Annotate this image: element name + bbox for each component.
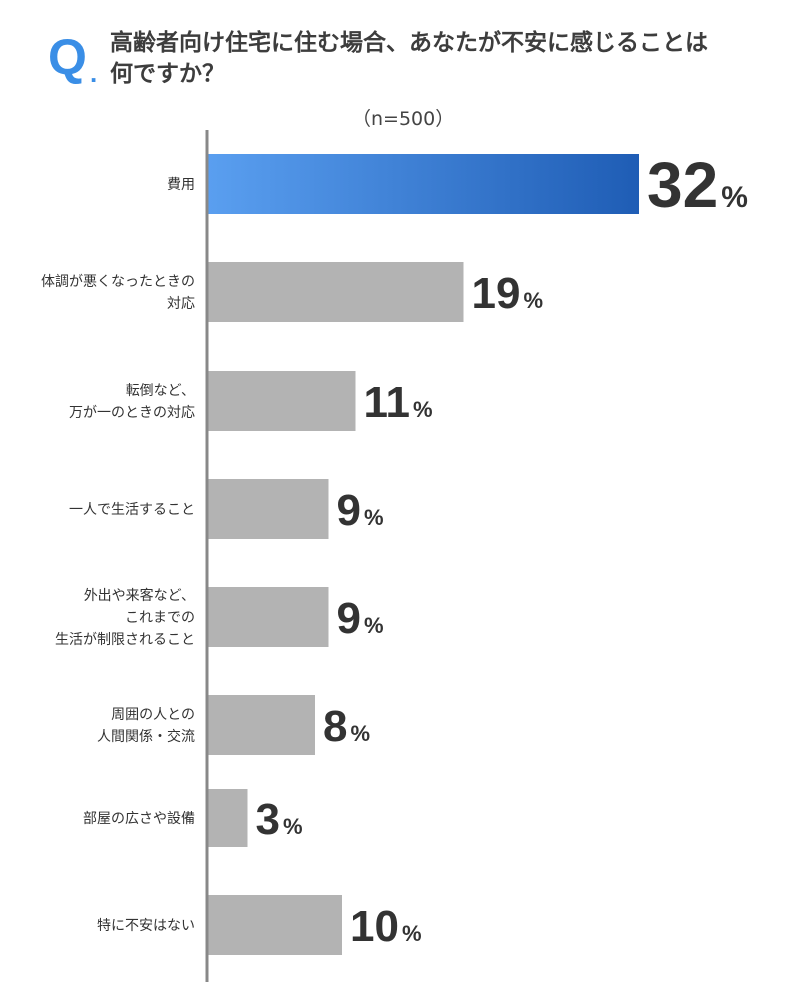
value-label-2: 11% bbox=[364, 378, 433, 427]
value-label-3: 9% bbox=[337, 486, 384, 535]
bar-6 bbox=[207, 789, 248, 847]
category-label-1: 体調が悪くなったときの対応 bbox=[41, 274, 195, 312]
category-label-3: 一人で生活すること bbox=[69, 502, 195, 518]
question-text: 高齢者向け住宅に住む場合、あなたが不安に感じることは 何ですか？ bbox=[110, 30, 708, 87]
value-label-1: 19% bbox=[472, 269, 544, 318]
bar-4 bbox=[207, 587, 329, 647]
bar-0 bbox=[207, 154, 639, 214]
category-label-4: 外出や来客など、これまでの生活が制限されること bbox=[55, 587, 195, 648]
value-label-0: 32% bbox=[647, 149, 748, 221]
question-header: Q . 高齢者向け住宅に住む場合、あなたが不安に感じることは 何ですか？ bbox=[48, 28, 788, 98]
category-label-5: 周囲の人との人間関係・交流 bbox=[97, 707, 195, 745]
value-label-4: 9% bbox=[337, 594, 384, 643]
sample-size: （n=500） bbox=[352, 108, 455, 130]
bar-2 bbox=[207, 371, 356, 431]
category-label-2: 転倒など、万が一のときの対応 bbox=[69, 383, 195, 421]
bar-5 bbox=[207, 695, 315, 755]
bar-7 bbox=[207, 895, 342, 955]
category-label-0: 費用 bbox=[167, 177, 195, 193]
value-label-7: 10% bbox=[350, 902, 422, 951]
question-mark: Q bbox=[48, 29, 87, 85]
value-label-6: 3% bbox=[256, 795, 303, 844]
category-label-6: 部屋の広さや設備 bbox=[83, 811, 195, 827]
category-label-7: 特に不安はない bbox=[97, 918, 195, 934]
value-label-5: 8% bbox=[323, 702, 370, 751]
question-mark-dot: . bbox=[90, 58, 98, 88]
bar-1 bbox=[207, 262, 464, 322]
bar-3 bbox=[207, 479, 329, 539]
